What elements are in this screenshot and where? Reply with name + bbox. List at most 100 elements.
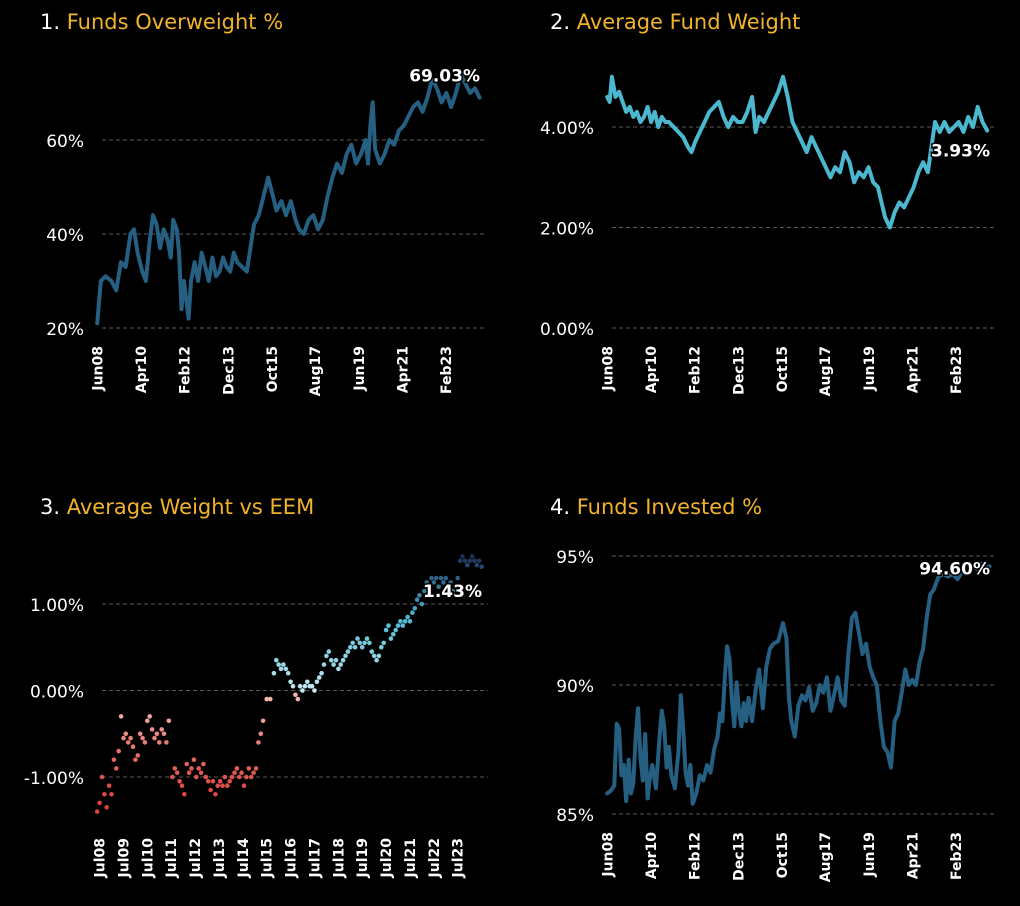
chart-title: 1. Funds Overweight % bbox=[40, 10, 283, 34]
scatter-point bbox=[433, 575, 439, 581]
scatter-point bbox=[220, 783, 225, 788]
x-tick-label: Aug17 bbox=[818, 832, 834, 882]
scatter-point bbox=[217, 779, 223, 784]
scatter-point bbox=[215, 783, 221, 788]
scatter-point bbox=[476, 558, 482, 564]
scatter-point bbox=[196, 766, 201, 771]
y-tick-label: 85% bbox=[556, 806, 594, 826]
scatter-point bbox=[438, 575, 444, 581]
scatter-point bbox=[264, 696, 270, 702]
scatter-point bbox=[398, 619, 403, 624]
x-tick-label: Jun08 bbox=[601, 346, 617, 392]
scatter-point bbox=[172, 766, 178, 771]
scatter-point bbox=[355, 636, 360, 641]
scatter-point bbox=[137, 731, 143, 737]
chart-svg: 0.00% 2.00% 4.00% Jun08 Apr10 Feb12 Dec13 Oct15… bbox=[540, 74, 996, 396]
y-tick-label: 0.00% bbox=[540, 320, 594, 340]
x-tick-label: Dec13 bbox=[731, 346, 747, 395]
scatter-point bbox=[237, 774, 242, 780]
x-tick-label: Apr10 bbox=[134, 346, 150, 394]
scatter-point bbox=[189, 766, 194, 771]
scatter-point bbox=[371, 653, 377, 659]
scatter-point bbox=[170, 774, 175, 780]
scatter-point bbox=[274, 657, 279, 663]
scatter-point bbox=[314, 679, 320, 685]
x-tick-label: Feb12 bbox=[688, 346, 704, 394]
last-value-label: 94.60% bbox=[919, 559, 990, 579]
scatter-point bbox=[309, 683, 315, 689]
panel-average-weight-vs-eem: 3. Average Weight vs EEM -1.00% 0.00% 1.00… bbox=[0, 453, 510, 906]
scatter-point bbox=[460, 554, 465, 559]
x-tick-label: Feb12 bbox=[688, 832, 704, 880]
scatter-point bbox=[295, 696, 301, 702]
scatter-point bbox=[164, 740, 169, 745]
scatter-point bbox=[154, 731, 160, 737]
scatter-point bbox=[465, 562, 470, 568]
scatter-point bbox=[130, 744, 136, 749]
scatter-point bbox=[424, 580, 430, 585]
scatter-point bbox=[184, 761, 189, 767]
x-tick-label: Apr21 bbox=[905, 346, 921, 393]
chart-number: 4. bbox=[550, 495, 571, 519]
y-tick-label: 40% bbox=[46, 226, 84, 246]
x-tick-label: Dec13 bbox=[731, 832, 747, 881]
scatter-point bbox=[300, 688, 305, 693]
scatter-point bbox=[379, 645, 384, 650]
scatter-point bbox=[248, 774, 254, 780]
scatter-point bbox=[402, 619, 408, 624]
x-tick-label: Feb12 bbox=[178, 346, 194, 394]
scatter-point bbox=[239, 770, 244, 775]
x-tick-label: Jul11 bbox=[164, 838, 180, 878]
scatter-point bbox=[386, 623, 391, 628]
scatter-point bbox=[400, 623, 406, 628]
scatter-point bbox=[391, 632, 396, 637]
y-tick-label: 4.00% bbox=[540, 119, 594, 139]
chart-title-text: Funds Overweight % bbox=[66, 10, 284, 34]
scatter-point bbox=[174, 770, 180, 775]
scatter-point bbox=[414, 597, 420, 602]
scatter-point bbox=[429, 575, 434, 581]
x-tick-label: Apr10 bbox=[644, 346, 660, 394]
scatter-point bbox=[441, 580, 446, 585]
scatter-point bbox=[161, 731, 167, 737]
x-tick-label: Oct15 bbox=[775, 346, 791, 392]
x-tick-label: Jun08 bbox=[601, 832, 617, 878]
scatter-point bbox=[312, 688, 317, 693]
scatter-point bbox=[348, 645, 353, 650]
scatter-point bbox=[229, 774, 235, 780]
x-tick-label: Jul09 bbox=[116, 838, 132, 878]
scatter-point bbox=[288, 679, 293, 685]
y-tick-label: 60% bbox=[46, 132, 84, 152]
scatter-point bbox=[278, 666, 284, 672]
x-tick-label: Jul17 bbox=[307, 838, 323, 878]
x-tick-label: Dec13 bbox=[221, 346, 237, 395]
scatter-point bbox=[388, 636, 394, 641]
scatter-point bbox=[457, 558, 463, 564]
scatter-point bbox=[343, 653, 348, 659]
scatter-point bbox=[417, 593, 422, 598]
scatter-point bbox=[462, 558, 468, 564]
x-tick-label: Jul23 bbox=[451, 838, 467, 878]
panel-average-fund-weight: 2. Average Fund Weight 0.00% 2.00% 4.00% Ju… bbox=[510, 0, 1020, 453]
scatter-point bbox=[422, 588, 427, 594]
scatter-point bbox=[276, 662, 282, 667]
scatter-point bbox=[357, 640, 363, 646]
y-tick-label: 95% bbox=[556, 548, 594, 568]
last-value-label: 69.03% bbox=[409, 67, 480, 87]
scatter-point bbox=[336, 666, 341, 672]
scatter-point bbox=[157, 740, 162, 745]
scatter-point bbox=[376, 653, 382, 659]
scatter-point bbox=[419, 601, 425, 607]
scatter-point bbox=[135, 753, 141, 758]
scatter-point bbox=[469, 554, 475, 559]
scatter-point bbox=[121, 735, 126, 741]
scatter-point bbox=[395, 623, 401, 628]
x-tick-label: Oct15 bbox=[265, 346, 281, 392]
scatter-point bbox=[381, 640, 387, 646]
x-tick-label: Jul22 bbox=[427, 838, 443, 878]
scatter-point bbox=[369, 649, 375, 654]
scatter-point bbox=[405, 614, 410, 620]
x-tick-label: Jul08 bbox=[93, 838, 109, 878]
scatter-point bbox=[374, 657, 379, 663]
